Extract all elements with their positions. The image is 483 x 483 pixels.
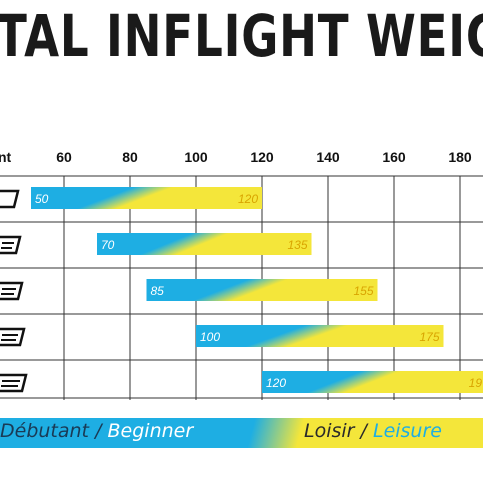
legend-leisure: Leisure — [372, 420, 442, 442]
range-max-label: 120 — [238, 192, 258, 206]
wing-size-icon — [0, 327, 26, 347]
legend-beginner: Beginner — [107, 420, 194, 442]
range-max-label: 175 — [419, 330, 439, 344]
range-bar — [196, 325, 444, 347]
wing-size-icon-outline — [0, 327, 26, 347]
range-max-label: 155 — [353, 284, 373, 298]
range-min-label: 85 — [151, 284, 165, 298]
wing-size-icon — [0, 281, 24, 301]
x-tick-label: 120 — [250, 149, 274, 165]
range-bar — [146, 279, 378, 301]
x-tick-label: 100 — [184, 149, 208, 165]
wing-size-icon-outline — [0, 373, 28, 393]
range-min-label: 70 — [101, 238, 115, 252]
range-bar — [31, 187, 262, 209]
range-max-label: 19 — [469, 376, 483, 390]
legend-loisir: Loisir — [304, 420, 355, 442]
wing-size-icon — [0, 235, 22, 255]
wing-size-icon-outline — [0, 189, 20, 209]
legend-separator-right: / — [360, 420, 367, 442]
range-bar — [97, 233, 312, 255]
x-tick-label: 60 — [56, 149, 72, 165]
legend-separator-left: / — [95, 420, 102, 442]
legend-bar — [0, 418, 483, 448]
page-title: TAL INFLIGHT WEIG — [0, 2, 483, 70]
wing-size-icon-lines — [1, 334, 18, 341]
x-tick-label: 80 — [122, 149, 138, 165]
axis-corner-label: nt — [0, 149, 12, 165]
wing-size-icon — [0, 189, 20, 209]
legend-leisure-group: Loisir / Leisure — [304, 420, 442, 442]
wing-size-icon-outline — [0, 281, 24, 301]
range-min-label: 100 — [200, 330, 220, 344]
x-tick-label: 140 — [316, 149, 340, 165]
x-tick-label: 180 — [448, 149, 472, 165]
wing-size-icon-lines — [1, 242, 14, 249]
range-bar — [262, 371, 483, 393]
legend-debutant: Débutant — [0, 420, 90, 442]
wing-size-icon-lines — [1, 380, 20, 387]
legend-beginner-group: Débutant / Beginner — [0, 420, 193, 442]
range-min-label: 120 — [266, 376, 286, 390]
wing-size-icon — [0, 373, 28, 393]
range-max-label: 135 — [287, 238, 307, 252]
x-tick-label: 160 — [382, 149, 406, 165]
wing-size-icon-lines — [1, 288, 16, 295]
range-min-label: 50 — [35, 192, 49, 206]
wing-size-icon-outline — [0, 235, 22, 255]
